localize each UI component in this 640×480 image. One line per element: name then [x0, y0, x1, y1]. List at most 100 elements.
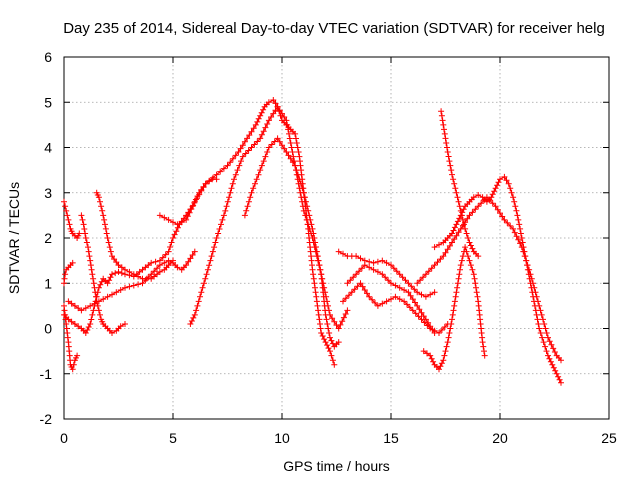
y-tick-label: -1: [40, 366, 53, 382]
data-point-marker: [374, 258, 381, 265]
data-point-marker: [453, 232, 460, 239]
data-point-marker: [537, 307, 544, 314]
data-point-marker: [442, 348, 449, 355]
data-point-marker: [79, 216, 86, 223]
data-point-marker: [306, 212, 313, 219]
data-point-marker: [440, 121, 447, 128]
data-point-marker: [95, 298, 102, 305]
data-point-marker: [320, 280, 327, 287]
data-point-marker: [191, 311, 198, 318]
data-point-marker: [103, 230, 110, 237]
data-point-marker: [483, 194, 490, 201]
y-tick-label: 1: [44, 275, 52, 291]
x-tick-label: 5: [169, 430, 177, 446]
data-point-marker: [89, 311, 96, 318]
data-point-marker: [82, 235, 89, 241]
data-point-marker: [293, 140, 300, 146]
data-point-marker: [447, 162, 454, 169]
data-point-marker: [171, 231, 178, 238]
data-point-marker: [480, 343, 487, 350]
data-point-marker: [445, 334, 452, 341]
data-point-marker: [475, 253, 482, 260]
data-point-marker: [241, 212, 248, 219]
data-point-marker: [379, 257, 386, 264]
series-arc-1: [61, 302, 81, 373]
data-point-marker: [78, 212, 85, 219]
data-point-marker: [232, 152, 239, 159]
data-point-marker: [464, 215, 471, 222]
data-point-marker: [527, 271, 534, 278]
data-point-marker: [510, 225, 517, 232]
data-point-marker: [449, 316, 455, 323]
chart-title: Day 235 of 2014, Sidereal Day-to-day VTE…: [63, 20, 605, 37]
data-point-marker: [392, 282, 399, 289]
data-point-marker: [224, 162, 231, 169]
series-arc-13: [344, 262, 438, 336]
data-point-marker: [317, 321, 323, 327]
data-point-marker: [535, 321, 542, 327]
data-point-marker: [412, 310, 419, 317]
data-point-marker: [88, 316, 95, 323]
data-point-marker: [414, 302, 421, 309]
data-point-marker: [326, 307, 332, 314]
data-point-marker: [294, 144, 301, 151]
data-point-marker: [473, 289, 480, 296]
data-point-marker: [242, 150, 249, 157]
data-point-marker: [295, 149, 302, 155]
series-arc-16: [420, 244, 488, 373]
data-point-marker: [467, 242, 474, 249]
data-point-marker: [74, 352, 81, 359]
data-point-marker: [546, 355, 553, 362]
series-arc-3: [61, 259, 76, 287]
data-point-marker: [508, 189, 515, 196]
data-point-marker: [497, 176, 503, 183]
data-point-marker: [148, 271, 155, 278]
data-point-marker: [95, 194, 102, 201]
data-point-marker: [513, 207, 520, 214]
data-point-marker: [472, 280, 479, 287]
data-point-marker: [517, 240, 524, 247]
data-point-marker: [543, 348, 550, 355]
data-point-marker: [165, 257, 172, 264]
data-point-marker: [501, 173, 508, 180]
data-point-marker: [325, 302, 331, 309]
data-point-marker: [481, 197, 487, 204]
data-point-marker: [191, 248, 198, 255]
data-point-marker: [296, 153, 303, 160]
data-point-marker: [455, 198, 462, 205]
data-point-marker: [339, 318, 346, 325]
data-point-marker: [310, 275, 317, 282]
data-point-marker: [70, 361, 77, 368]
data-point-marker: [113, 289, 120, 296]
data-point-marker: [327, 334, 333, 341]
data-point-marker: [202, 180, 209, 187]
data-point-marker: [370, 266, 377, 273]
data-point-marker: [422, 316, 429, 323]
data-point-marker: [87, 262, 94, 269]
data-point-marker: [198, 289, 205, 296]
y-tick-label: 6: [44, 49, 52, 65]
data-point-marker: [313, 293, 320, 300]
data-point-marker: [99, 207, 106, 214]
data-point-marker: [404, 301, 410, 308]
data-point-marker: [268, 141, 275, 148]
data-point-marker: [194, 195, 200, 202]
data-point-marker: [100, 212, 107, 219]
data-point-marker: [272, 100, 279, 107]
data-point-marker: [408, 283, 415, 290]
data-point-marker: [122, 266, 128, 273]
data-point-marker: [75, 305, 82, 312]
data-point-marker: [301, 194, 308, 201]
data-point-marker: [344, 307, 351, 314]
data-point-marker: [521, 253, 528, 260]
data-point-marker: [541, 321, 548, 327]
data-point-marker: [312, 284, 318, 291]
data-point-marker: [82, 305, 89, 312]
data-point-marker: [243, 207, 250, 214]
data-point-marker: [383, 298, 390, 305]
data-point-marker: [539, 334, 546, 341]
data-point-marker: [296, 176, 303, 183]
data-point-marker: [451, 224, 458, 231]
data-point-marker: [409, 296, 416, 303]
data-point-marker: [511, 198, 518, 205]
